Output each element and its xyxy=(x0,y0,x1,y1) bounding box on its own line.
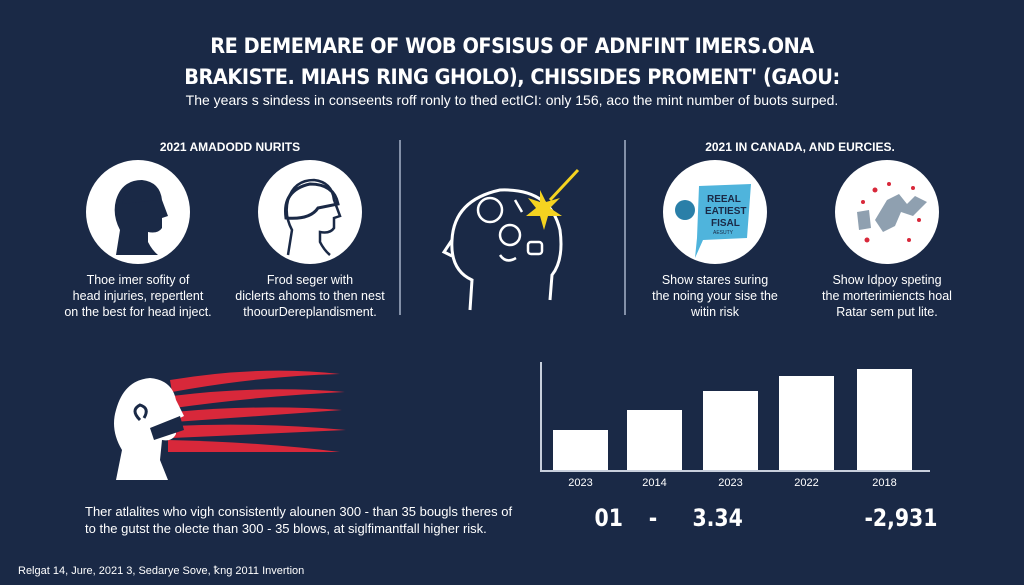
stat-value: -2,931 xyxy=(864,504,938,532)
caption-line: head injuries, repertlent xyxy=(72,289,204,303)
title-line-1: RE DEMEMARE OF WOB OFSISUS OF ADNFINT IM… xyxy=(210,34,814,58)
chart-x-axis xyxy=(540,470,930,472)
stat-value: - xyxy=(648,504,658,532)
x-tick-label: 2014 xyxy=(642,477,667,489)
badge-text: FISAL xyxy=(711,218,740,229)
bar-3 xyxy=(779,375,834,470)
caption-line: the noing your sise the xyxy=(652,289,778,303)
chart-y-axis xyxy=(540,362,542,471)
left-item-1-caption: Thoe imer sofity of head injuries, reper… xyxy=(38,272,238,320)
brain-impact-icon xyxy=(440,160,590,325)
caption-line: Show Idpoy speting xyxy=(832,273,942,287)
stat-value: 3.34 xyxy=(692,504,743,532)
falling-person-icon xyxy=(835,160,939,264)
title-line-2: BRAKISTE. MIAHS RING GHOLO), CHISSIDES P… xyxy=(184,65,840,89)
helmet-head-icon xyxy=(258,160,362,264)
left-section-header: 2021 AMADODD NURITS xyxy=(159,140,301,154)
bottom-left-text: Ther atlalites who vigh consistently alo… xyxy=(85,503,512,537)
divider-right xyxy=(624,140,626,315)
bar-1 xyxy=(627,410,682,470)
right-item-1-caption: Show stares suring the noing your sise t… xyxy=(615,272,815,320)
bar-0 xyxy=(553,430,608,470)
badge-text: REEAL xyxy=(707,194,741,205)
left-item-2-caption: Frod seger with diclerts ahoms to then n… xyxy=(210,272,410,320)
caption-line: the morterimiencts hoal xyxy=(822,289,952,303)
x-tick-label: 2023 xyxy=(568,477,593,489)
caption-line: on the best for head inject. xyxy=(64,305,212,319)
right-item-2-caption: Show Idpoy speting the morterimiencts ho… xyxy=(787,272,987,320)
caption-line: witin risk xyxy=(691,305,739,319)
x-tick-label: 2018 xyxy=(872,477,897,489)
head-impact-icon xyxy=(110,360,350,490)
stat-value: 01 xyxy=(594,504,623,532)
caption-line: Frod seger with xyxy=(266,273,354,287)
caption-line: Ratar sem put lite. xyxy=(836,305,938,319)
bar-4 xyxy=(857,369,912,470)
paragraph-line: to the gutst the olecte than 300 - 35 bl… xyxy=(85,521,487,536)
right-section-header: 2021 IN CANADA, AND EURCIES. xyxy=(705,140,895,154)
badge-text: AESUTY xyxy=(713,230,734,236)
footer-source: Relgat 14, Jure, 2021 3, Sedarye Sove, ꝁ… xyxy=(18,565,305,577)
paragraph-line: Ther atlalites who vigh consistently alo… xyxy=(85,504,513,519)
x-tick-label: 2022 xyxy=(794,477,819,489)
caption-line: diclerts ahoms to then nest xyxy=(235,289,385,303)
bar-2 xyxy=(703,391,758,470)
caption-line: thoourDereplandisment. xyxy=(243,305,377,319)
divider-left xyxy=(399,140,401,315)
x-tick-label: 2023 xyxy=(718,477,743,489)
head-profile-icon xyxy=(86,160,190,264)
news-globe-icon: REEAL EATIEST FISAL AESUTY xyxy=(663,160,767,264)
caption-line: Thoe imer sofity of xyxy=(86,273,190,287)
subtitle: The years s sindess in conseents roff ro… xyxy=(185,92,839,108)
caption-line: Show stares suring xyxy=(661,273,769,287)
badge-text: EATIEST xyxy=(705,206,746,217)
